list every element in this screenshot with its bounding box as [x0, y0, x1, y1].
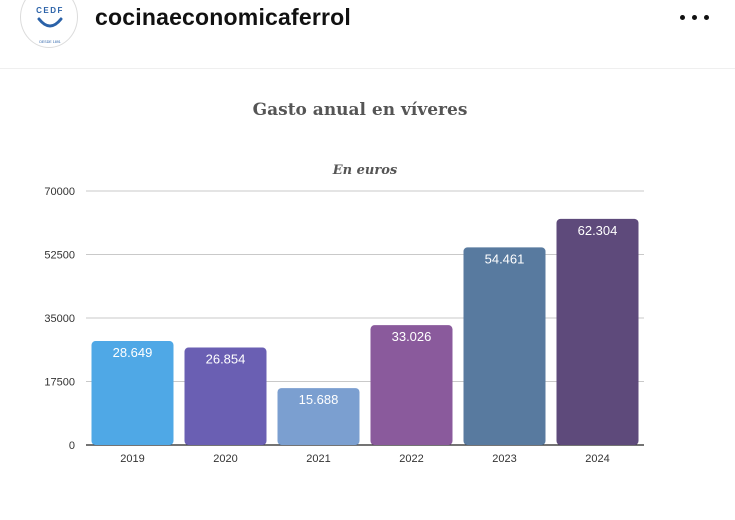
x-tick-label: 2024 — [585, 453, 609, 465]
data-label-2020: 26.854 — [206, 352, 246, 367]
more-horizontal-icon — [680, 15, 685, 20]
bar-2024 — [556, 218, 639, 445]
data-label-2024: 62.304 — [578, 223, 618, 238]
avatar[interactable]: CEDF DESDE 1891 — [20, 0, 78, 48]
y-tick-label: 35000 — [44, 313, 75, 325]
y-tick-label: 70000 — [44, 186, 75, 198]
y-tick-label: 0 — [69, 440, 75, 452]
x-tick-label: 2023 — [492, 453, 516, 465]
post-username[interactable]: cocinaeconomicaferrol — [95, 4, 352, 30]
bar-2020 — [184, 347, 267, 445]
bar-2019 — [91, 341, 174, 445]
cedf-logo-icon: CEDF DESDE 1891 — [36, 6, 64, 44]
x-tick-label: 2020 — [213, 453, 237, 465]
data-label-2022: 33.026 — [392, 329, 432, 344]
bar-2022 — [370, 325, 453, 445]
x-tick-label: 2021 — [306, 453, 330, 465]
bar-2021 — [277, 388, 360, 445]
avatar-logo-text: CEDF — [36, 6, 64, 15]
data-label-2019: 28.649 — [113, 345, 153, 360]
data-label-2021: 15.688 — [299, 392, 339, 407]
more-options-button[interactable] — [679, 6, 711, 28]
bar-2023 — [463, 247, 546, 445]
post-header: CEDF DESDE 1891 cocinaeconomicaferrol — [0, 0, 735, 69]
y-tick-label: 17500 — [44, 377, 75, 389]
chart-title: Gasto anual en víveres — [252, 100, 468, 120]
y-tick-label: 52500 — [44, 250, 75, 262]
x-tick-label: 2022 — [399, 453, 423, 465]
chart-subtitle: En euros — [332, 163, 398, 178]
avatar-logo-subtext: DESDE 1891 — [39, 40, 60, 44]
data-label-2023: 54.461 — [485, 251, 525, 266]
x-tick-label: 2019 — [120, 453, 144, 465]
